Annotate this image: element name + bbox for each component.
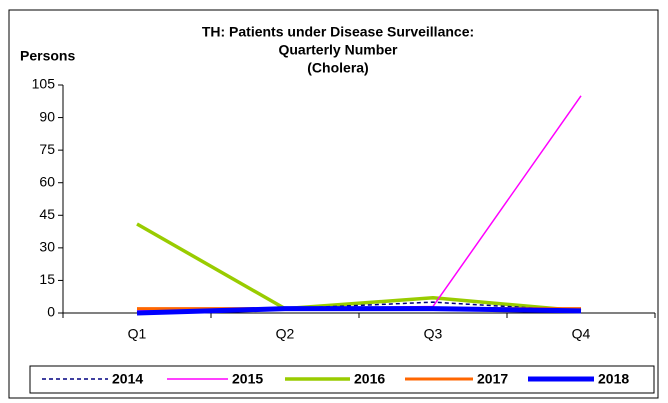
legend-label: 2017 [477,371,508,387]
y-tick-label: 45 [39,206,55,222]
chart-border [8,9,659,399]
series-line [136,306,582,316]
legend-label: 2018 [598,371,629,387]
y-tick-label: 0 [47,304,55,320]
y-tick-label: 75 [39,141,55,157]
y-tick-label: 15 [39,271,55,287]
x-tick-label: Q2 [276,326,295,342]
legend-label: 2014 [112,371,143,387]
chart-title: (Cholera) [307,60,368,76]
y-axis-label: Persons [20,48,75,64]
y-tick-label: 105 [32,76,56,92]
legend-label: 2016 [354,371,385,387]
x-tick-label: Q1 [128,326,147,342]
y-tick-label: 30 [39,239,55,255]
series-line [136,222,582,313]
y-tick-label: 60 [39,173,55,189]
y-tick-label: 90 [39,108,55,124]
chart-title: Quarterly Number [278,42,398,58]
legend-box [29,365,655,394]
x-tick-label: Q3 [424,326,443,342]
chart-title: TH: Patients under Disease Surveillance: [202,24,474,40]
legend-label: 2015 [232,371,263,387]
x-tick-label: Q4 [572,326,591,342]
